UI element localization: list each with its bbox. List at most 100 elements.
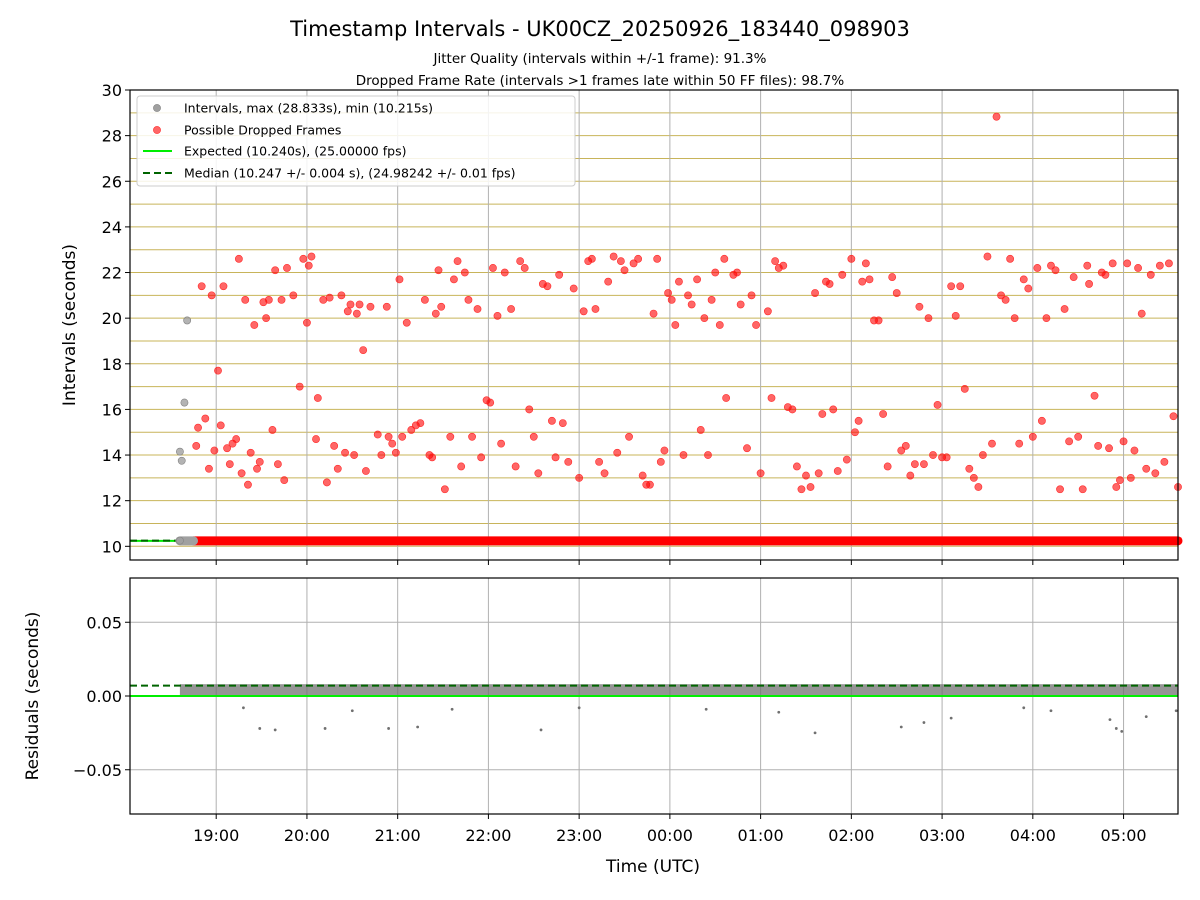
dropped-frame-point bbox=[929, 451, 937, 459]
dropped-frame-point bbox=[555, 270, 564, 279]
dropped-frame-point bbox=[207, 291, 216, 300]
dropped-frame-point bbox=[609, 252, 618, 261]
dropped-frame-point bbox=[664, 289, 672, 297]
dropped-frame-point bbox=[273, 460, 282, 469]
dropped-frame-point bbox=[858, 277, 867, 286]
top-plot-frame bbox=[129, 89, 1179, 561]
legend-intervals-marker bbox=[153, 104, 161, 112]
legend-dropped-label: Possible Dropped Frames bbox=[184, 123, 341, 138]
dropped-frame-point bbox=[325, 293, 334, 302]
dropped-frame-point bbox=[194, 423, 202, 432]
dropped-frame-point bbox=[304, 261, 313, 270]
dropped-frame-point bbox=[1051, 266, 1060, 275]
dropped-frame-point bbox=[969, 473, 978, 482]
dropped-frame-point bbox=[277, 296, 286, 304]
dropped-frame-point bbox=[743, 444, 751, 453]
dropped-frame-point bbox=[684, 291, 692, 300]
dropped-frame-point bbox=[295, 382, 304, 391]
dropped-frame-point bbox=[558, 419, 567, 428]
dropped-frame-point bbox=[1101, 270, 1110, 279]
dropped-frame-point bbox=[440, 485, 449, 494]
dropped-frame-point bbox=[216, 421, 225, 430]
dropped-frame-point bbox=[388, 439, 397, 448]
dropped-frame-point bbox=[460, 268, 469, 277]
dropped-frame-point bbox=[883, 462, 892, 471]
dropped-frame-point bbox=[802, 471, 810, 480]
dropped-frame-point bbox=[551, 453, 560, 462]
dropped-frame-point bbox=[752, 321, 760, 329]
dropped-frame-point bbox=[244, 480, 252, 489]
dropped-frame-point bbox=[838, 270, 847, 279]
dropped-frame-point bbox=[960, 384, 969, 393]
top-y-tick-label: 14 bbox=[102, 446, 122, 465]
residual-point bbox=[922, 721, 926, 724]
legend-dropped-marker bbox=[153, 126, 161, 134]
dropped-frame-point bbox=[851, 428, 859, 437]
dropped-frame-point bbox=[210, 446, 219, 455]
dropped-frame-point bbox=[223, 444, 231, 453]
x-tick-label: 03:00 bbox=[919, 826, 965, 845]
dropped-frame-point bbox=[756, 469, 765, 478]
dropped-frame-point bbox=[847, 254, 856, 263]
x-tick-label: 00:00 bbox=[647, 826, 693, 845]
bottom-y-tick-label: 0.00 bbox=[86, 687, 122, 706]
residual-point bbox=[387, 727, 390, 730]
dropped-frame-point bbox=[620, 266, 629, 275]
residual-point bbox=[273, 728, 277, 732]
dropped-frame-point bbox=[500, 268, 509, 277]
dropped-frame-point bbox=[901, 442, 910, 450]
dropped-frame-point bbox=[1019, 275, 1028, 284]
legend-median-label: Median (10.247 +/- 0.004 s), (24.98242 +… bbox=[184, 166, 515, 181]
residuals-panel: 0.05 0.00 −0.05 19:00 20:00 21:00 22:00 23:00 00… bbox=[73, 577, 1179, 845]
dropped-frame-point bbox=[779, 261, 788, 270]
residual-point bbox=[539, 728, 543, 732]
dropped-frame-point bbox=[600, 469, 609, 478]
dropped-frame-point bbox=[1134, 264, 1142, 272]
x-tick-label: 04:00 bbox=[1010, 826, 1056, 845]
top-y-tick-label: 26 bbox=[102, 172, 122, 191]
dropped-frame-point bbox=[382, 302, 391, 311]
residual-point bbox=[1174, 709, 1178, 713]
figure-title: Timestamp Intervals - UK00CZ_20250926_18… bbox=[289, 17, 910, 42]
dropped-frame-point bbox=[579, 307, 588, 316]
dropped-frame-point bbox=[280, 476, 289, 485]
dropped-frame-point bbox=[1069, 273, 1078, 281]
dropped-frame-point bbox=[763, 307, 772, 316]
dropped-frame-point bbox=[671, 321, 680, 329]
dropped-frame-point bbox=[250, 321, 259, 329]
dropped-frame-point bbox=[1010, 314, 1019, 323]
dropped-frame-point bbox=[205, 464, 213, 473]
dropped-frame-point bbox=[715, 321, 724, 329]
dropped-frame-point bbox=[1155, 261, 1164, 270]
dropped-frame-point bbox=[473, 305, 482, 313]
dropped-frame-point bbox=[333, 464, 342, 473]
interval-point bbox=[183, 316, 192, 325]
dropped-frame-point bbox=[377, 451, 386, 459]
dropped-frame-point bbox=[493, 311, 502, 320]
dropped-frame-point bbox=[420, 296, 429, 304]
dropped-frame-point bbox=[241, 296, 250, 304]
dropped-frame-point bbox=[219, 282, 228, 291]
dropped-frame-point bbox=[289, 291, 298, 300]
dropped-frame-point bbox=[1116, 476, 1124, 485]
dropped-frame-point bbox=[303, 318, 311, 327]
dropped-frame-point bbox=[255, 457, 264, 466]
dropped-frame-point bbox=[861, 259, 870, 268]
dropped-frame-point bbox=[616, 257, 625, 266]
dropped-frame-point bbox=[1074, 432, 1083, 441]
dropped-frame-point bbox=[1142, 464, 1151, 473]
dropped-frame-point bbox=[656, 457, 665, 466]
dropped-frame-point bbox=[453, 257, 462, 266]
dropped-frame-point bbox=[865, 275, 874, 284]
dropped-frame-point bbox=[434, 266, 443, 275]
residual-point bbox=[899, 725, 903, 729]
dropped-frame-point bbox=[359, 346, 368, 354]
dropped-frame-point bbox=[322, 478, 331, 487]
residual-point bbox=[242, 706, 245, 710]
bottom-y-axis-label: Residuals (seconds) bbox=[23, 612, 43, 781]
dropped-frame-point bbox=[428, 453, 437, 462]
dropped-frame-point bbox=[591, 305, 600, 313]
dropped-frame-point bbox=[264, 296, 273, 304]
dropped-frame-point bbox=[693, 275, 701, 284]
dropped-frame-point bbox=[747, 291, 756, 300]
